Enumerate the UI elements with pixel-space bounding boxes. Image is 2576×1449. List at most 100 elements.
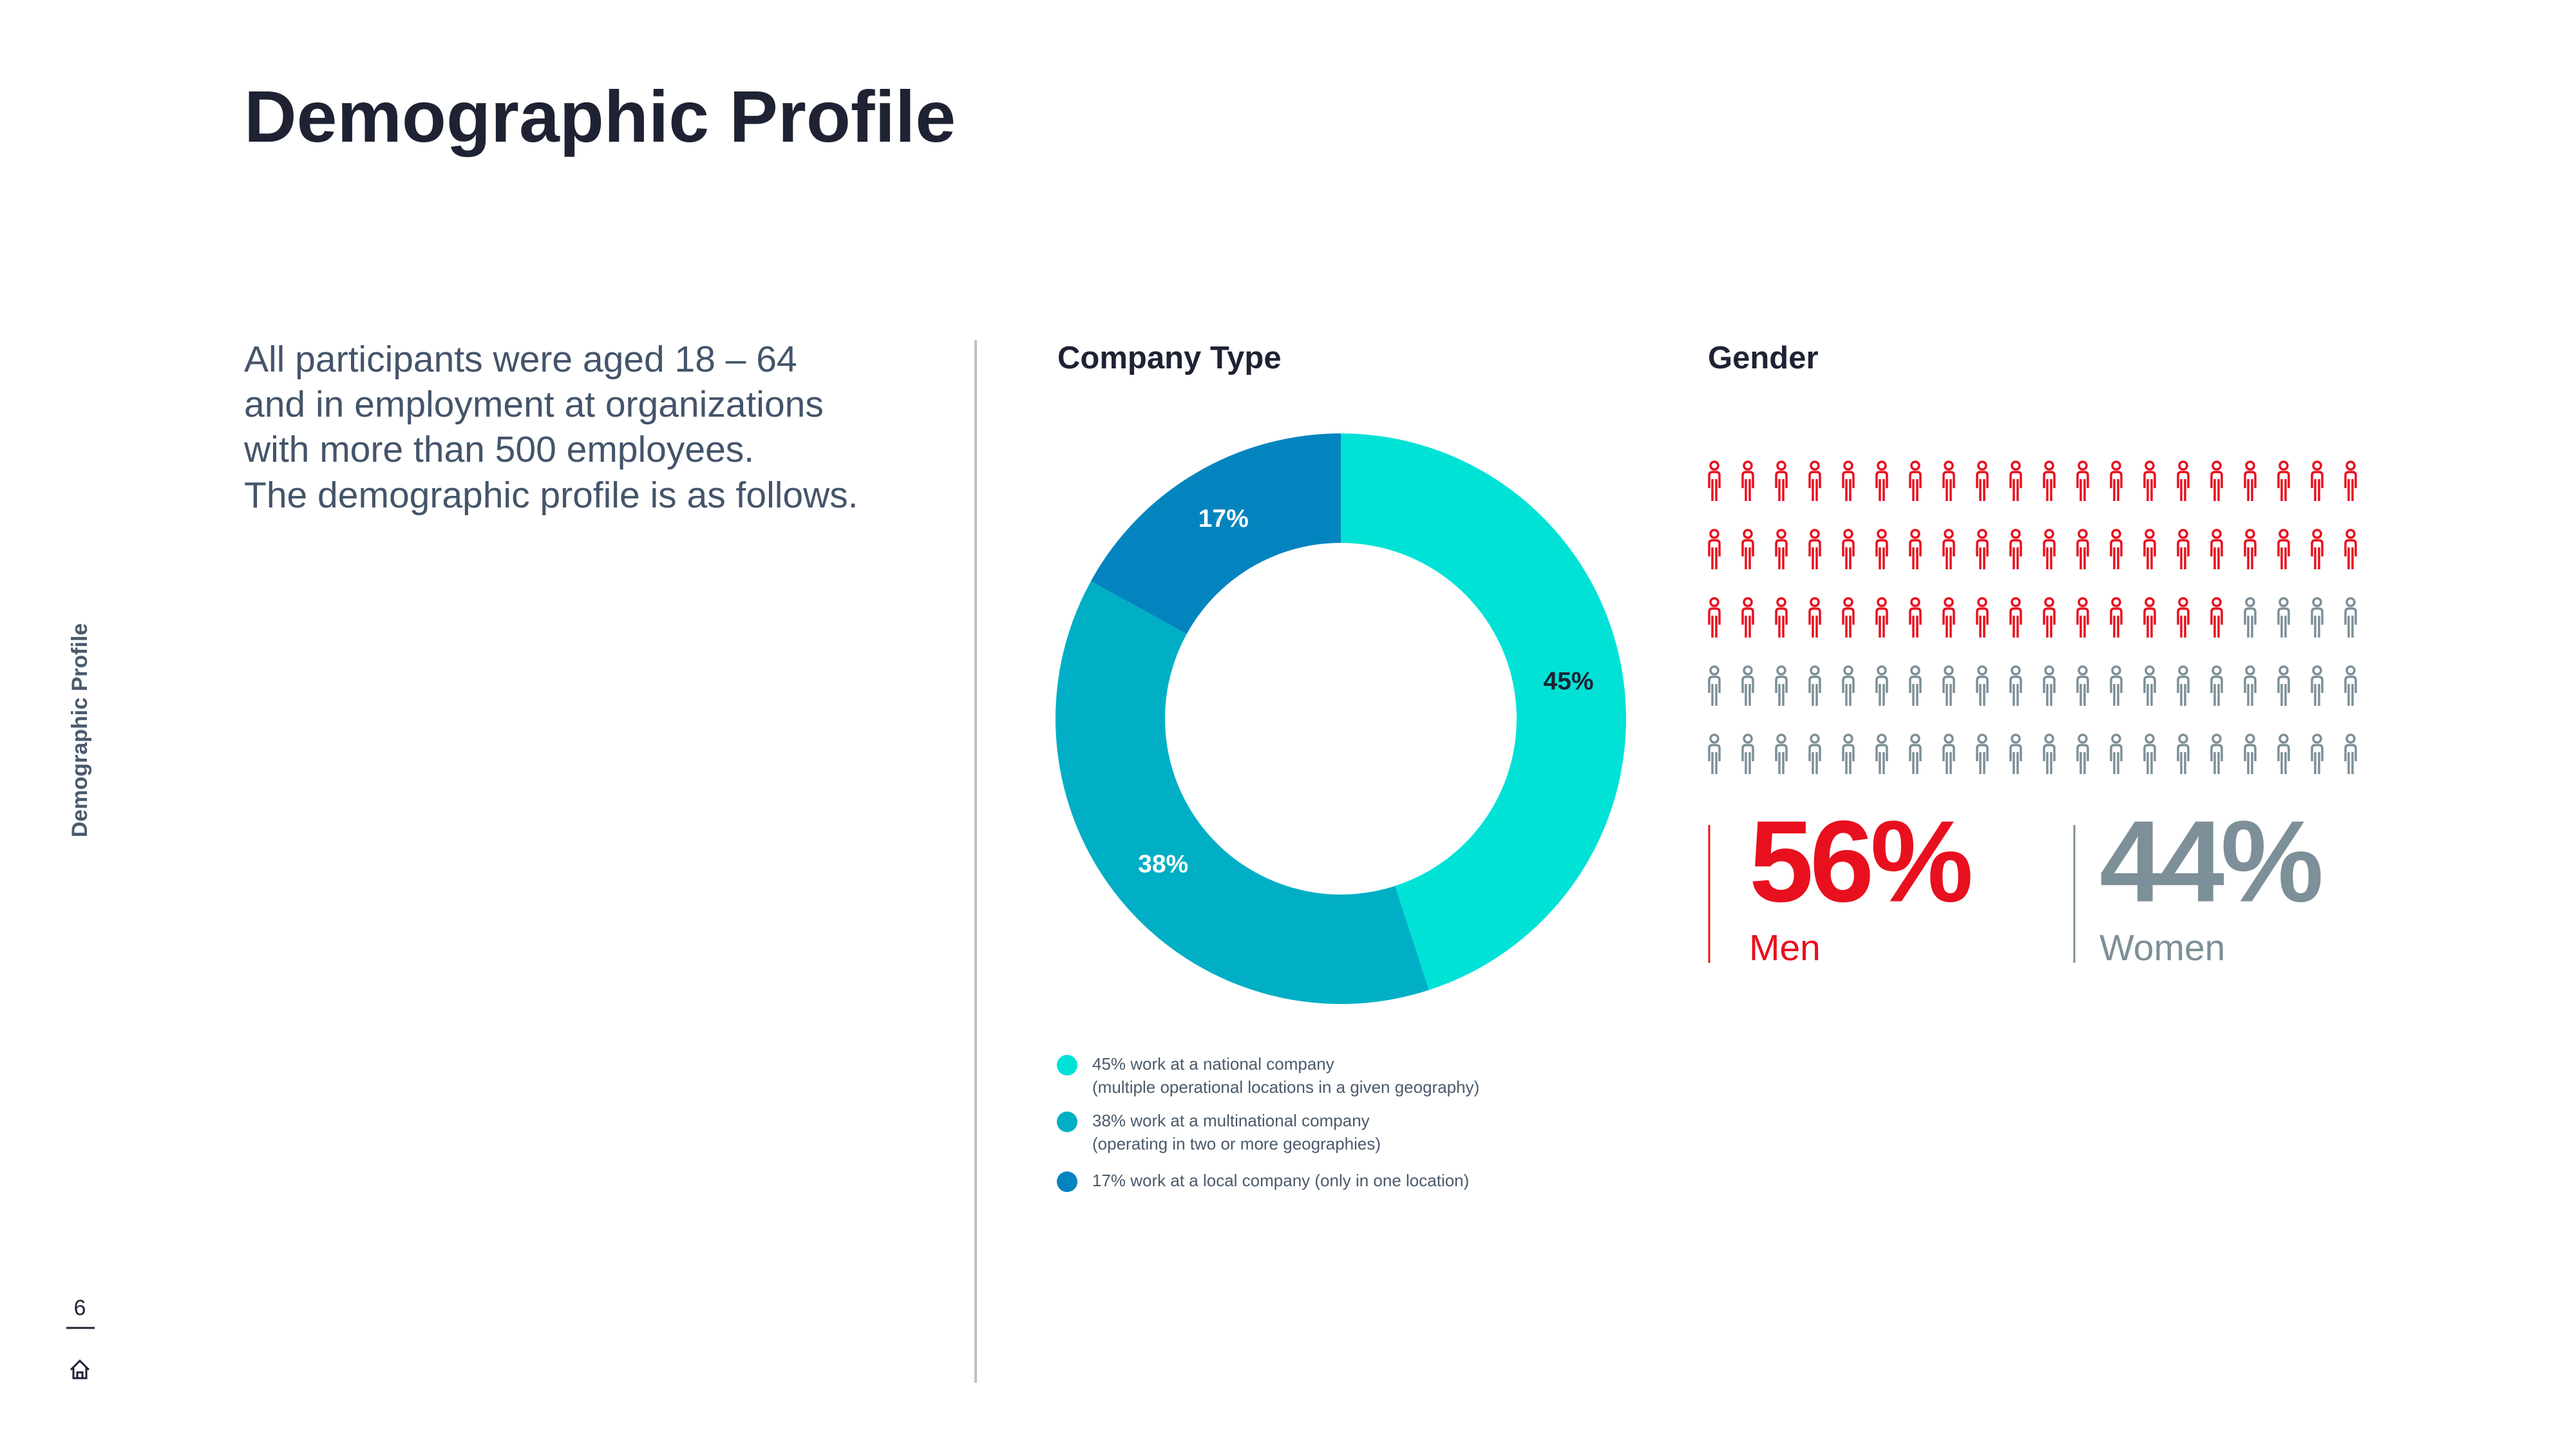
person-body	[1775, 539, 1788, 569]
person-head	[2078, 460, 2088, 471]
person-body	[1741, 539, 1754, 569]
person-body	[1942, 471, 1955, 501]
person-body	[1875, 607, 1888, 638]
person-head	[2145, 734, 2155, 744]
person-head	[1743, 665, 1753, 676]
person-head	[1910, 529, 1920, 539]
donut-segment	[1056, 581, 1429, 1004]
person-head	[2111, 529, 2121, 539]
value-label: 17%	[1198, 505, 1249, 533]
person-body	[2076, 607, 2089, 638]
person-body	[2177, 539, 2190, 569]
person-head	[1977, 734, 1987, 744]
page-number[interactable]: 6	[74, 1296, 86, 1320]
legend-swatch	[1057, 1171, 1077, 1192]
person-body	[1808, 676, 1821, 706]
person-head	[2145, 597, 2155, 607]
person-head	[2011, 665, 2021, 676]
person-head	[1977, 597, 1987, 607]
person-body	[1842, 744, 1855, 774]
person-head	[1843, 597, 1853, 607]
person-head	[2278, 460, 2289, 471]
person-head	[2245, 665, 2255, 676]
person-head	[2245, 529, 2255, 539]
person-body	[2244, 539, 2257, 569]
person-head	[1944, 597, 1954, 607]
person-head	[1743, 460, 1753, 471]
person-body	[1708, 539, 1721, 569]
person-body	[2143, 539, 2156, 569]
person-body	[1976, 539, 1989, 569]
person-head	[2345, 597, 2356, 607]
stat-name: Men	[1749, 927, 1821, 969]
person-body	[1976, 607, 1989, 638]
person-head	[1910, 734, 1920, 744]
home-icon[interactable]	[70, 1359, 90, 1379]
person-head	[1944, 734, 1954, 744]
person-body	[1976, 676, 1989, 706]
person-head	[1910, 665, 1920, 676]
person-head	[1877, 597, 1887, 607]
person-body	[2210, 471, 2223, 501]
person-body	[2076, 676, 2089, 706]
person-body	[2210, 744, 2223, 774]
person-body	[1808, 744, 1821, 774]
person-body	[1875, 744, 1888, 774]
person-head	[1910, 597, 1920, 607]
person-body	[1741, 607, 1754, 638]
person-body	[2143, 607, 2156, 638]
person-head	[1709, 460, 1719, 471]
person-body	[2043, 744, 2056, 774]
person-body	[1842, 539, 1855, 569]
person-body	[2210, 607, 2223, 638]
person-head	[1776, 460, 1786, 471]
person-head	[1810, 460, 1820, 471]
person-body	[1942, 539, 1955, 569]
person-body	[1976, 744, 1989, 774]
person-body	[1708, 676, 1721, 706]
person-head	[1944, 529, 1954, 539]
person-body	[2177, 607, 2190, 638]
person-head	[1743, 734, 1753, 744]
person-head	[1977, 665, 1987, 676]
person-body	[2043, 676, 2056, 706]
person-head	[2044, 665, 2054, 676]
person-body	[1775, 607, 1788, 638]
person-head	[2145, 460, 2155, 471]
person-body	[1842, 607, 1855, 638]
person-body	[1875, 676, 1888, 706]
person-body	[2311, 607, 2324, 638]
person-head	[2345, 529, 2356, 539]
person-head	[1977, 529, 1987, 539]
person-head	[2078, 665, 2088, 676]
legend-text: 17% work at a local company (only in one…	[1092, 1171, 1469, 1190]
person-head	[2278, 734, 2289, 744]
person-body	[1741, 676, 1754, 706]
person-body	[2043, 607, 2056, 638]
person-head	[2345, 460, 2356, 471]
person-body	[2210, 676, 2223, 706]
person-body	[2110, 676, 2123, 706]
person-head	[2078, 597, 2088, 607]
legend-text: 38% work at a multinational company	[1092, 1111, 1370, 1130]
person-body	[1808, 471, 1821, 501]
person-body	[2043, 539, 2056, 569]
person-body	[2344, 471, 2357, 501]
chart-title: Gender	[1708, 341, 1819, 375]
person-body	[2177, 744, 2190, 774]
person-body	[1708, 607, 1721, 638]
person-head	[2111, 734, 2121, 744]
person-head	[1776, 529, 1786, 539]
person-head	[1843, 665, 1853, 676]
person-body	[2110, 744, 2123, 774]
person-head	[1810, 597, 1820, 607]
person-head	[2178, 665, 2188, 676]
person-body	[2009, 539, 2022, 569]
person-head	[2312, 529, 2322, 539]
person-body	[2009, 607, 2022, 638]
person-body	[2311, 676, 2324, 706]
person-head	[1709, 665, 1719, 676]
person-body	[1741, 471, 1754, 501]
person-body	[1909, 471, 1922, 501]
person-body	[2344, 607, 2357, 638]
